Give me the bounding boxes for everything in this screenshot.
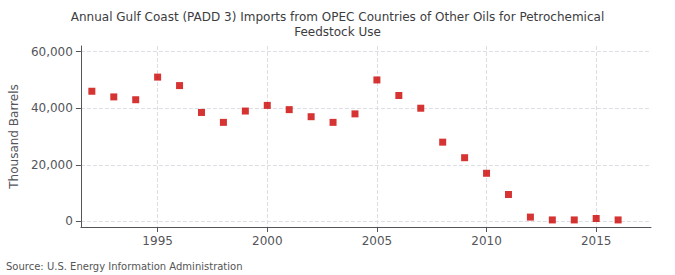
svg-text:2015: 2015 — [581, 234, 612, 248]
svg-text:Thousand Barrels: Thousand Barrels — [7, 84, 21, 189]
svg-text:2000: 2000 — [252, 234, 283, 248]
svg-text:40,000: 40,000 — [31, 101, 73, 115]
svg-text:Source: U.S. Energy Informatio: Source: U.S. Energy Information Administ… — [6, 261, 243, 272]
svg-text:1995: 1995 — [142, 234, 173, 248]
svg-text:2010: 2010 — [471, 234, 502, 248]
svg-text:Annual Gulf Coast (PADD 3) Imp: Annual Gulf Coast (PADD 3) Imports from … — [71, 10, 604, 24]
svg-text:Feedstock Use: Feedstock Use — [294, 25, 381, 39]
svg-text:60,000: 60,000 — [31, 45, 73, 59]
svg-text:20,000: 20,000 — [31, 158, 73, 172]
svg-text:0: 0 — [65, 214, 73, 228]
svg-text:2005: 2005 — [362, 234, 393, 248]
